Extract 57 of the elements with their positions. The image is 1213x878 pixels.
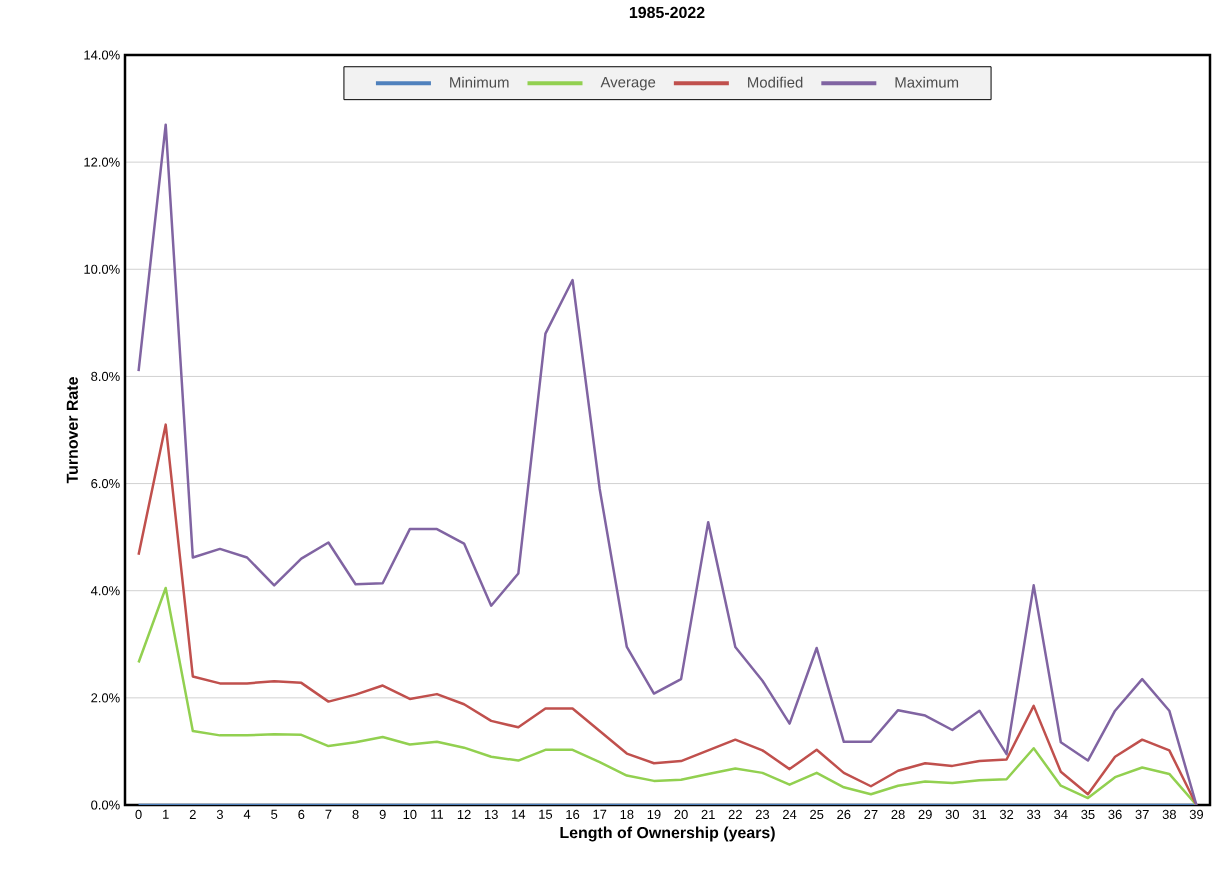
x-tick-label: 6 xyxy=(298,809,305,820)
x-tick-label: 34 xyxy=(1054,809,1068,820)
y-tick-label: 8.0% xyxy=(91,371,120,382)
x-tick-label: 27 xyxy=(864,809,878,819)
legend-label: Maximum xyxy=(895,76,959,88)
y-tick-label: 4.0% xyxy=(90,586,120,596)
legend-label: Minimum xyxy=(450,76,509,88)
x-tick-label: 4 xyxy=(243,809,251,819)
x-tick-label: 25 xyxy=(810,809,824,820)
x-tick-label: 39 xyxy=(1189,809,1204,820)
x-tick-label: 24 xyxy=(783,809,797,819)
x-tick-label: 5 xyxy=(271,809,278,819)
y-tick-label: 2.0% xyxy=(91,693,120,703)
x-tick-label: 37 xyxy=(1135,809,1149,820)
x-tick-label: 1 xyxy=(163,809,169,819)
x-tick-label: 20 xyxy=(674,809,688,820)
x-tick-label: 31 xyxy=(972,809,987,820)
x-tick-label: 10 xyxy=(403,809,417,820)
legend-label: Average xyxy=(600,77,656,91)
x-tick-label: 11 xyxy=(431,809,444,819)
x-tick-label: 19 xyxy=(647,809,661,820)
x-tick-label: 16 xyxy=(566,809,580,820)
x-tick-label: 13 xyxy=(484,809,498,820)
chart-title: 1985-2022 xyxy=(629,6,705,19)
x-tick-label: 22 xyxy=(728,809,742,819)
x-tick-label: 32 xyxy=(999,809,1014,820)
y-tick-label: 10.0% xyxy=(84,264,120,274)
x-tick-label: 7 xyxy=(325,809,332,819)
y-tick-label: 6.0% xyxy=(91,478,120,489)
x-tick-label: 33 xyxy=(1026,809,1041,820)
x-tick-label: 3 xyxy=(216,809,223,820)
x-tick-label: 26 xyxy=(837,809,851,820)
x-tick-label: 30 xyxy=(945,809,960,820)
x-tick-label: 29 xyxy=(918,809,932,820)
y-tick-label: 0.0% xyxy=(91,800,120,810)
x-tick-label: 18 xyxy=(620,809,634,820)
x-tick-label: 35 xyxy=(1081,809,1095,820)
x-axis-title: Length of Ownership (years) xyxy=(560,826,775,842)
x-tick-label: 23 xyxy=(755,809,770,820)
x-tick-label: 12 xyxy=(457,809,471,819)
y-tick-label: 14.0% xyxy=(84,50,120,60)
line-series xyxy=(137,586,1198,805)
legend-label: Modified xyxy=(748,76,803,88)
x-tick-label: 21 xyxy=(701,809,715,819)
x-tick-label: 38 xyxy=(1162,809,1176,820)
x-tick-label: 14 xyxy=(512,809,526,819)
y-axis-title: Turnover Rate xyxy=(66,377,78,484)
x-tick-label: 36 xyxy=(1108,809,1122,820)
y-tick-label: 12.0% xyxy=(84,157,120,167)
x-tick-label: 17 xyxy=(593,809,607,819)
line-series xyxy=(137,123,1198,805)
x-tick-label: 2 xyxy=(189,809,196,819)
x-tick-label: 0 xyxy=(135,809,142,820)
x-tick-label: 8 xyxy=(352,809,359,820)
x-tick-label: 9 xyxy=(379,809,386,820)
x-tick-label: 15 xyxy=(539,809,553,819)
x-tick-label: 28 xyxy=(891,809,905,820)
